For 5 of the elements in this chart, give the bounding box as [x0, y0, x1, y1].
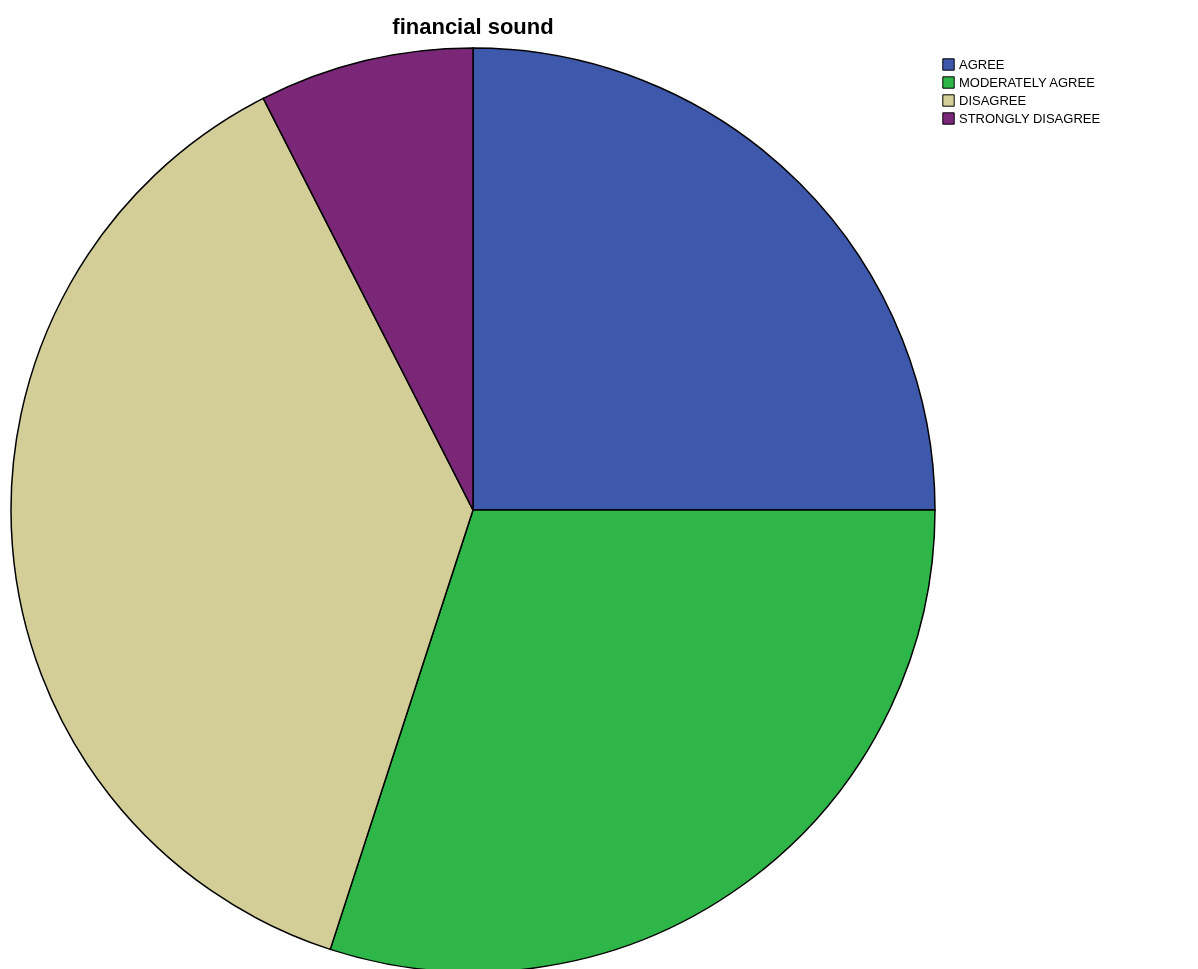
- chart-title: financial sound: [392, 14, 554, 39]
- legend-label: STRONGLY DISAGREE: [959, 110, 1101, 126]
- legend-label: DISAGREE: [959, 92, 1027, 108]
- legend-label: AGREE: [959, 56, 1005, 72]
- legend-label: MODERATELY AGREE: [959, 74, 1096, 90]
